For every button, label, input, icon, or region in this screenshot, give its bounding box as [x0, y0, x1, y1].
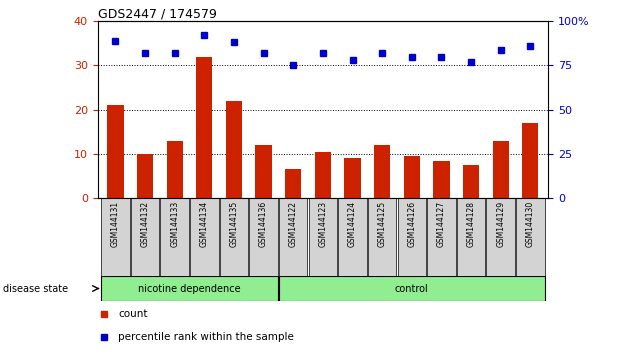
- Bar: [101, 198, 130, 276]
- Bar: [249, 198, 278, 276]
- Bar: [285, 170, 301, 198]
- Text: GSM144135: GSM144135: [229, 201, 239, 247]
- Bar: [255, 145, 272, 198]
- Text: GSM144127: GSM144127: [437, 201, 446, 247]
- Bar: [309, 198, 337, 276]
- Text: GSM144131: GSM144131: [111, 201, 120, 247]
- Bar: [368, 198, 396, 276]
- Bar: [427, 198, 455, 276]
- Text: GSM144126: GSM144126: [407, 201, 416, 247]
- Bar: [345, 159, 360, 198]
- Bar: [404, 156, 420, 198]
- Bar: [279, 198, 307, 276]
- Bar: [457, 198, 485, 276]
- Text: disease state: disease state: [3, 284, 68, 293]
- Text: GSM144130: GSM144130: [526, 201, 535, 247]
- Bar: [493, 141, 509, 198]
- Text: GDS2447 / 174579: GDS2447 / 174579: [98, 7, 217, 20]
- Bar: [226, 101, 242, 198]
- Bar: [137, 154, 153, 198]
- Bar: [516, 198, 544, 276]
- Bar: [101, 276, 278, 301]
- Bar: [522, 123, 539, 198]
- Bar: [131, 198, 159, 276]
- Bar: [374, 145, 391, 198]
- Text: GSM144136: GSM144136: [259, 201, 268, 247]
- Bar: [196, 57, 212, 198]
- Text: count: count: [118, 309, 147, 319]
- Text: GSM144134: GSM144134: [200, 201, 209, 247]
- Bar: [107, 105, 123, 198]
- Bar: [398, 198, 426, 276]
- Bar: [463, 165, 479, 198]
- Bar: [279, 276, 544, 301]
- Text: GSM144133: GSM144133: [170, 201, 179, 247]
- Bar: [433, 161, 450, 198]
- Text: GSM144123: GSM144123: [318, 201, 328, 247]
- Text: GSM144132: GSM144132: [140, 201, 149, 247]
- Text: control: control: [395, 284, 428, 293]
- Bar: [315, 152, 331, 198]
- Text: percentile rank within the sample: percentile rank within the sample: [118, 332, 294, 342]
- Bar: [166, 141, 183, 198]
- Text: nicotine dependence: nicotine dependence: [138, 284, 241, 293]
- Text: GSM144124: GSM144124: [348, 201, 357, 247]
- Text: GSM144129: GSM144129: [496, 201, 505, 247]
- Bar: [190, 198, 219, 276]
- Bar: [338, 198, 367, 276]
- Bar: [486, 198, 515, 276]
- Text: GSM144128: GSM144128: [467, 201, 476, 247]
- Bar: [220, 198, 248, 276]
- Bar: [161, 198, 189, 276]
- Text: GSM144122: GSM144122: [289, 201, 298, 247]
- Text: GSM144125: GSM144125: [377, 201, 387, 247]
